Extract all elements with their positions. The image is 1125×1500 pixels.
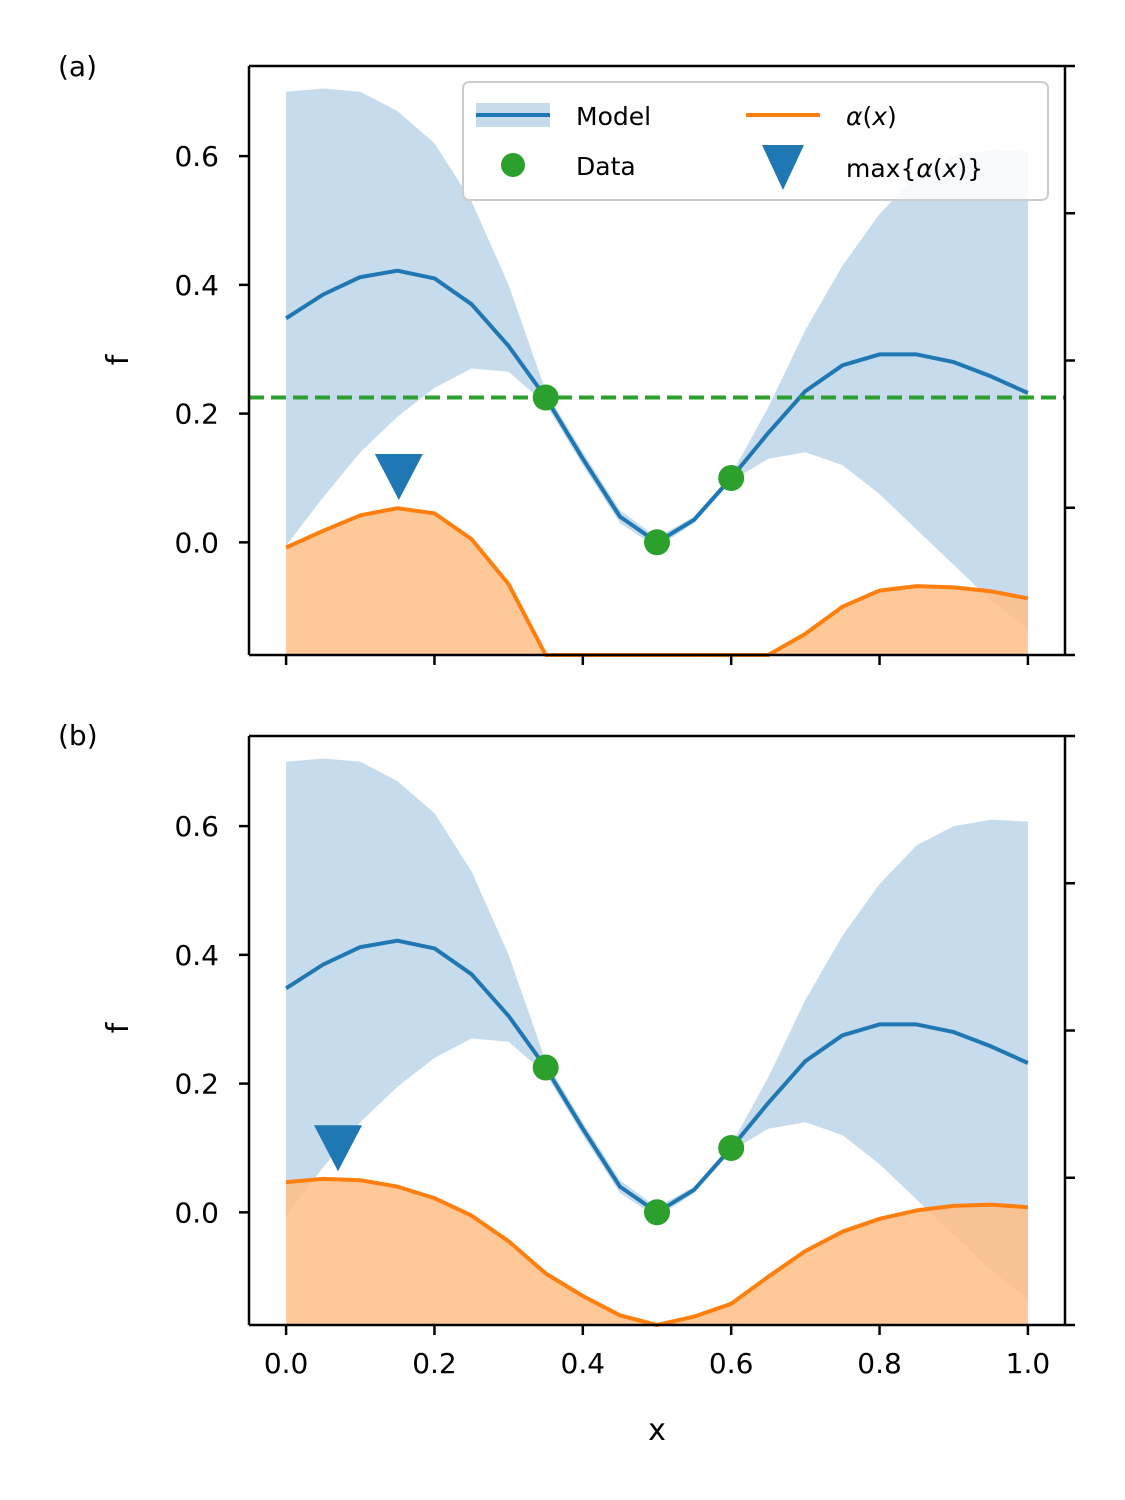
panel-a-max-marker bbox=[374, 453, 423, 500]
panel-b-ytick-label: 0.0 bbox=[174, 1196, 219, 1229]
panel-a-ytick-label: 0.2 bbox=[174, 398, 219, 431]
panel-b-xtick-label: 0.6 bbox=[709, 1347, 754, 1380]
legend-alpha-main: α bbox=[846, 102, 863, 131]
panel-b-xtick-label: 0.0 bbox=[264, 1347, 309, 1380]
legend-max-suffix: } bbox=[967, 154, 983, 183]
panel-b-xlabel: x bbox=[648, 1413, 666, 1448]
panel-b: 0.0 0.2 0.4 0.6 0.0 0.2 0.4 0.6 0.8 1.0 (b) f x bbox=[58, 719, 1075, 1448]
panel-a-ytick-label: 0.4 bbox=[174, 269, 219, 302]
panel-a-ytick-label: 0.6 bbox=[174, 140, 219, 173]
panel-b-band-layer bbox=[286, 758, 1028, 1300]
panel-b-xtick-label: 0.4 bbox=[561, 1347, 606, 1380]
legend-alpha-arg: x bbox=[871, 102, 887, 131]
panel-b-data-point bbox=[718, 1135, 745, 1161]
panel-b-xtick-label: 0.8 bbox=[857, 1347, 902, 1380]
panel-a-band-layer bbox=[286, 88, 1028, 630]
panel-a-model-band bbox=[286, 88, 1028, 630]
panel-a-data-point bbox=[718, 465, 745, 491]
legend-data-label: Data bbox=[576, 152, 636, 181]
panel-b-model-band bbox=[286, 758, 1028, 1300]
legend: Model Data α(x) max{α(x)} bbox=[462, 81, 1049, 201]
panel-a-ytick-label: 0.0 bbox=[174, 526, 219, 559]
panel-b-label: (b) bbox=[58, 719, 98, 752]
legend-model-label: Model bbox=[576, 102, 651, 131]
panel-a-acq-fill bbox=[286, 508, 1028, 655]
panel-b-points-layer bbox=[314, 1054, 745, 1226]
legend-alpha-label: α(x) bbox=[846, 102, 897, 131]
legend-frame bbox=[462, 81, 1049, 201]
legend-max-prefix: max{ bbox=[846, 154, 916, 183]
panel-a-label: (a) bbox=[58, 50, 97, 83]
panel-b-xtick-label: 0.2 bbox=[412, 1347, 457, 1380]
panel-a-data-point bbox=[644, 529, 670, 556]
panel-b-xtick-label: 1.0 bbox=[1006, 1347, 1051, 1380]
panel-a-points-layer bbox=[374, 384, 745, 556]
panel-a-data-point bbox=[532, 384, 559, 411]
legend-max-main: α bbox=[916, 154, 933, 183]
legend-max-swatch bbox=[762, 145, 804, 190]
panel-b-ytick-label: 0.2 bbox=[174, 1068, 219, 1101]
panel-a: 0.00.20.40.6 (a) f Model Data α(x) max{α… bbox=[58, 50, 1075, 665]
panel-b-ylabel: f bbox=[101, 1021, 136, 1033]
panel-a-ylabel: f bbox=[101, 353, 136, 365]
panel-b-ytick-label: 0.4 bbox=[174, 939, 219, 972]
panel-b-axes-layer: 0.0 0.2 0.4 0.6 0.0 0.2 0.4 0.6 0.8 1.0 bbox=[174, 734, 1075, 1380]
panel-b-max-marker bbox=[314, 1125, 363, 1172]
legend-max-label: max{α(x)} bbox=[846, 154, 983, 183]
legend-max-arg: x bbox=[942, 154, 958, 183]
panel-b-acq-fill bbox=[286, 1178, 1028, 1325]
panel-b-data-point bbox=[532, 1054, 559, 1081]
panel-b-ytick-label: 0.6 bbox=[174, 810, 219, 843]
panel-b-data-point bbox=[644, 1199, 670, 1226]
legend-data-swatch bbox=[501, 153, 525, 177]
panel-a-axes-layer: 0.0 0.2 0.4 0.6 bbox=[174, 64, 1075, 665]
